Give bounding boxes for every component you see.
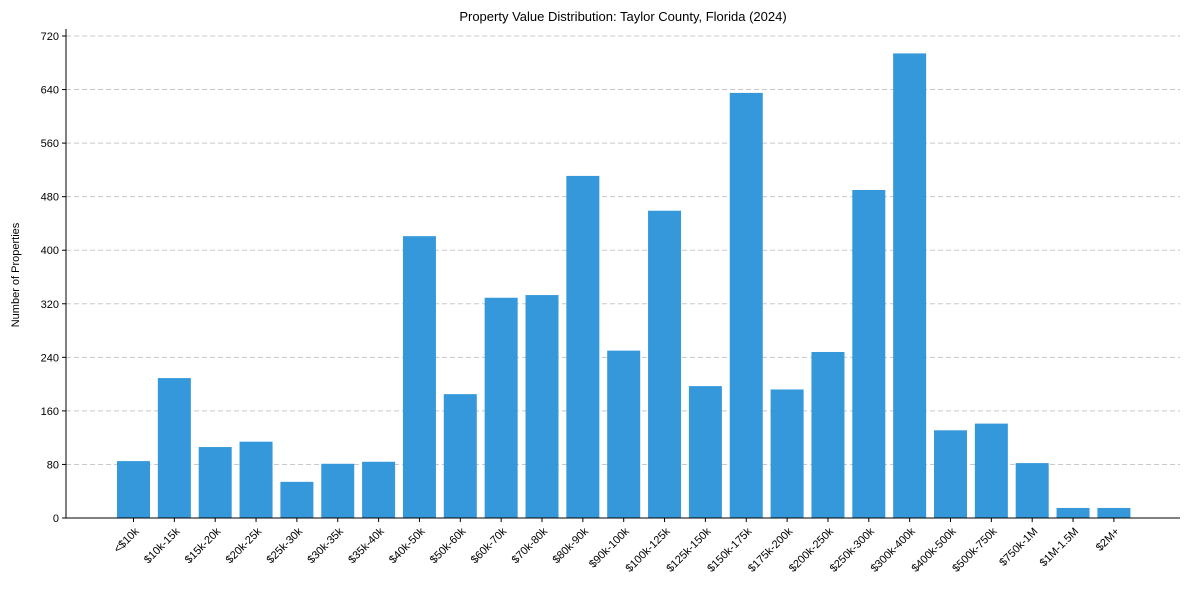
y-tick-label: 640 xyxy=(41,85,59,97)
bar xyxy=(811,351,845,518)
bar xyxy=(648,210,682,518)
bar xyxy=(770,389,804,518)
bar xyxy=(566,175,600,519)
bar xyxy=(157,378,191,518)
bar xyxy=(362,461,396,518)
bar xyxy=(934,430,967,518)
bars xyxy=(117,53,1131,519)
bar xyxy=(893,53,927,519)
bar xyxy=(688,386,722,518)
y-tick-label: 720 xyxy=(41,31,59,43)
x-tick-label: $40k-50k xyxy=(387,525,428,566)
x-tick-label: $80k-90k xyxy=(550,525,591,566)
x-tick-label: $50k-60k xyxy=(428,525,469,566)
x-axis: <$10k $10k-15k $15k-20k $20k-25k $25k-30k $30… xyxy=(66,517,1180,575)
bar xyxy=(607,350,641,518)
x-tick-label: $20k-25k xyxy=(224,525,265,566)
x-tick-label: $15k-20k xyxy=(183,525,224,566)
x-tick-label: $35k-40k xyxy=(346,525,387,566)
x-tick-label: $500k-750k xyxy=(950,525,999,574)
x-tick-label: $30k-35k xyxy=(305,525,346,566)
x-tick-label: $10k-15k xyxy=(142,525,183,566)
y-tick-label: 560 xyxy=(41,138,59,150)
x-tick-label: <$10k xyxy=(112,525,142,555)
grid-lines xyxy=(66,35,1180,465)
bar xyxy=(525,295,559,518)
y-axis-label: Number of Properties xyxy=(10,222,22,327)
bar xyxy=(280,481,314,518)
bar xyxy=(974,423,1008,518)
y-tick-label: 0 xyxy=(53,513,59,525)
y-axis: 0 80 160 240 320 400 480 560 640 720 xyxy=(41,29,67,525)
x-tick-label: $2M+ xyxy=(1094,526,1122,554)
bar xyxy=(1056,507,1090,518)
bar xyxy=(198,447,232,518)
bar xyxy=(1097,507,1131,518)
bar xyxy=(402,236,436,519)
x-tick-label: $1M-1.5M xyxy=(1038,526,1082,570)
bar xyxy=(729,92,763,519)
y-tick-label: 480 xyxy=(41,192,59,204)
bar xyxy=(321,463,355,518)
bar xyxy=(484,297,518,518)
bar xyxy=(239,441,273,518)
x-tick-label: $25k-30k xyxy=(265,525,306,566)
y-tick-label: 320 xyxy=(41,299,59,311)
x-tick-label: $70k-80k xyxy=(510,525,551,566)
chart-title: Property Value Distribution: Taylor Coun… xyxy=(459,9,786,24)
bar xyxy=(852,189,886,518)
y-tick-label: 160 xyxy=(41,406,59,418)
bar xyxy=(1015,463,1049,518)
x-tick-label: $750k-1M xyxy=(997,526,1040,569)
y-tick-label: 80 xyxy=(47,459,59,471)
x-tick-label: $60k-70k xyxy=(469,525,510,566)
y-tick-label: 240 xyxy=(41,352,59,364)
y-tick-label: 400 xyxy=(41,245,59,257)
bar xyxy=(117,461,150,518)
bar xyxy=(443,394,477,518)
